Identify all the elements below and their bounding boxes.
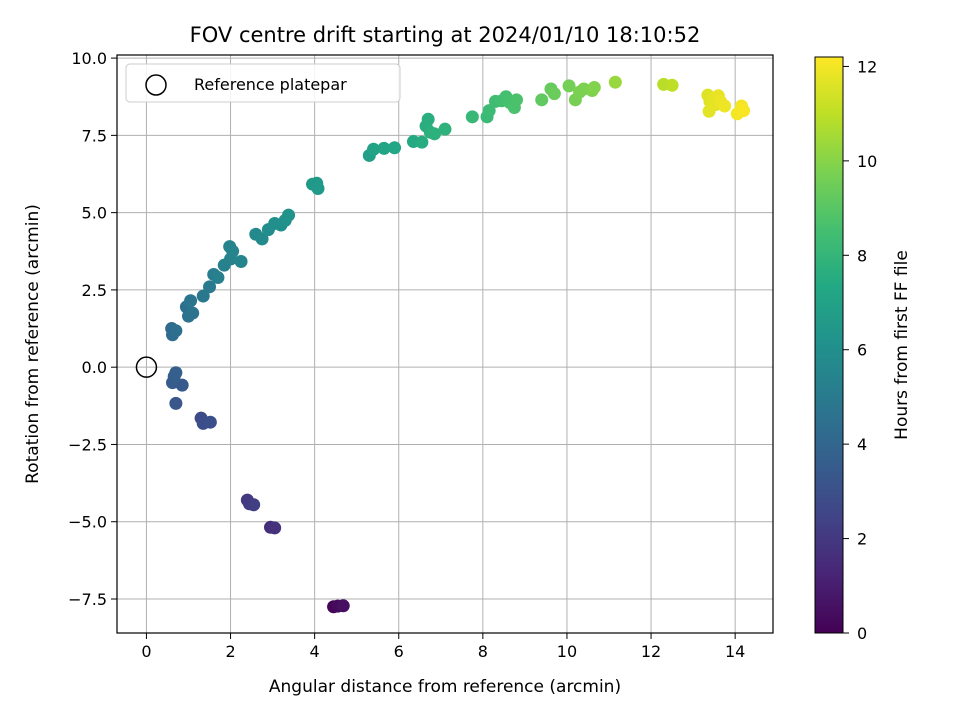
colorbar-tick-label: 8 bbox=[857, 246, 867, 265]
scatter-point bbox=[268, 521, 282, 535]
scatter-point bbox=[547, 87, 561, 101]
legend-box bbox=[125, 63, 401, 103]
y-tick-label: 5.0 bbox=[82, 204, 107, 223]
colorbar-tick-label: 0 bbox=[857, 624, 867, 643]
grid-lines bbox=[117, 55, 773, 633]
y-tick-label: 10.0 bbox=[71, 49, 107, 68]
colorbar-gradient bbox=[814, 56, 844, 634]
scatter-point bbox=[421, 112, 435, 126]
scatter-point bbox=[509, 93, 523, 107]
scatter-point bbox=[169, 366, 183, 380]
x-tick-label: 2 bbox=[225, 642, 235, 661]
scatter-point bbox=[608, 75, 622, 89]
y-tick-label: 7.5 bbox=[82, 126, 107, 145]
y-tick-label: −5.0 bbox=[68, 513, 107, 532]
x-axis-label: Angular distance from reference (arcmin) bbox=[269, 677, 621, 697]
x-tick-label: 14 bbox=[725, 642, 745, 661]
scatter-point bbox=[336, 599, 350, 613]
y-tick-label: −7.5 bbox=[68, 590, 107, 609]
scatter-point bbox=[311, 182, 325, 196]
colorbar-ticks: 0 2 4 6 8 10 12 bbox=[843, 57, 877, 643]
scatter-point bbox=[203, 280, 217, 294]
scatter-point bbox=[665, 78, 679, 92]
legend-marker-circle bbox=[145, 74, 167, 96]
scatter-point bbox=[247, 498, 261, 512]
x-tick-label: 12 bbox=[641, 642, 661, 661]
scatter-point bbox=[184, 294, 198, 308]
scatter-point bbox=[226, 244, 240, 258]
colorbar-tick-label: 12 bbox=[857, 57, 877, 76]
scatter-point bbox=[388, 141, 402, 155]
scatter-point bbox=[438, 122, 452, 136]
scatter-point bbox=[186, 306, 200, 320]
y-tick-label: 2.5 bbox=[82, 281, 107, 300]
reference-marker bbox=[135, 356, 158, 378]
colorbar-tick-label: 2 bbox=[857, 530, 867, 549]
scatter-point bbox=[562, 79, 576, 93]
x-tick-label: 8 bbox=[478, 642, 488, 661]
scatter-point bbox=[282, 208, 296, 222]
chart-title: FOV centre drift starting at 2024/01/10 … bbox=[190, 23, 701, 47]
reference-point bbox=[135, 356, 158, 378]
scatter-point bbox=[367, 142, 381, 156]
scatter-point bbox=[718, 99, 732, 113]
scatter-point bbox=[169, 324, 183, 338]
scatter-point bbox=[535, 93, 549, 107]
colorbar-label: Hours from first FF file bbox=[892, 250, 912, 440]
colorbar: 0 2 4 6 8 10 12 Hours from first FF file bbox=[814, 56, 912, 643]
scatter-point bbox=[465, 110, 479, 124]
y-axis-ticks: −7.5 −5.0 −2.5 0.0 2.5 5.0 7.5 10.0 bbox=[68, 49, 117, 609]
colorbar-tick-label: 10 bbox=[857, 152, 877, 171]
colorbar-tick-label: 6 bbox=[857, 341, 867, 360]
scatter-point bbox=[255, 232, 269, 246]
scatter-point bbox=[427, 127, 441, 141]
scatter-point bbox=[196, 289, 210, 303]
x-tick-label: 0 bbox=[141, 642, 151, 661]
x-tick-label: 6 bbox=[394, 642, 404, 661]
scatter-point bbox=[377, 141, 391, 155]
scatter-point bbox=[482, 104, 496, 118]
data-points bbox=[165, 75, 751, 614]
legend: Reference platepar bbox=[125, 63, 401, 103]
scatter-point bbox=[234, 254, 248, 268]
y-tick-label: 0.0 bbox=[82, 358, 107, 377]
scatter-point bbox=[211, 271, 225, 285]
scatter-point bbox=[169, 396, 183, 410]
scatter-point bbox=[737, 104, 751, 118]
legend-label: Reference platepar bbox=[194, 75, 347, 94]
scatter-point bbox=[415, 135, 429, 149]
x-tick-label: 4 bbox=[310, 642, 320, 661]
colorbar-tick-label: 4 bbox=[857, 435, 867, 454]
scatter-point bbox=[203, 415, 217, 429]
scatter-point bbox=[587, 80, 601, 94]
y-tick-label: −2.5 bbox=[68, 435, 107, 454]
x-tick-label: 10 bbox=[557, 642, 577, 661]
plot-frame bbox=[116, 54, 774, 634]
y-axis-label: Rotation from reference (arcmin) bbox=[23, 204, 43, 484]
x-axis-ticks: 0 2 4 6 8 10 12 14 bbox=[141, 633, 745, 661]
